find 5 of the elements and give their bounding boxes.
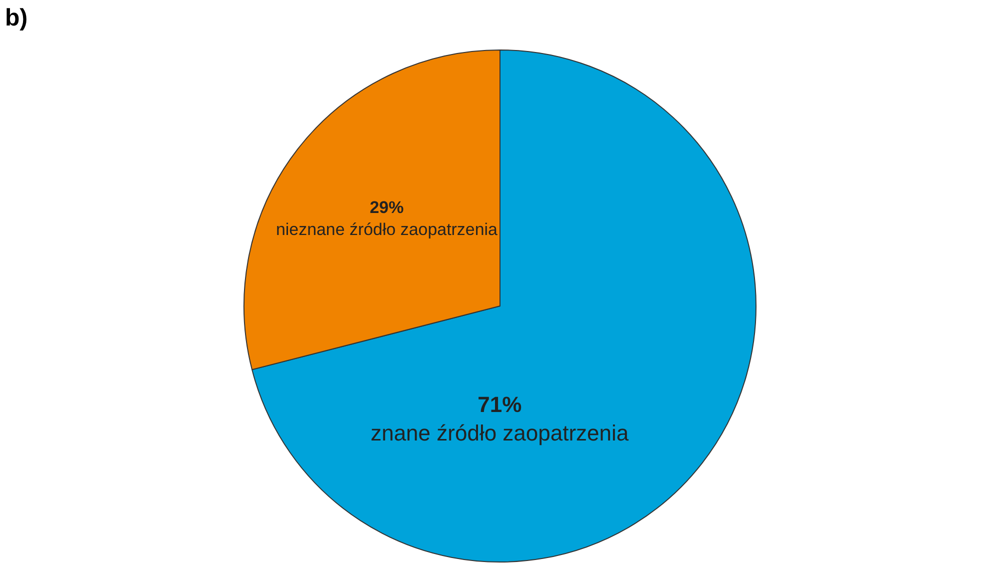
text: b) — [5, 4, 28, 32]
slice-label: nieznane źródło zaopatrzenia — [276, 220, 498, 240]
data-label: 71% — [478, 392, 522, 418]
data-label: 29% — [370, 198, 404, 218]
slice-label: znane źródło zaopatrzenia — [370, 420, 630, 446]
